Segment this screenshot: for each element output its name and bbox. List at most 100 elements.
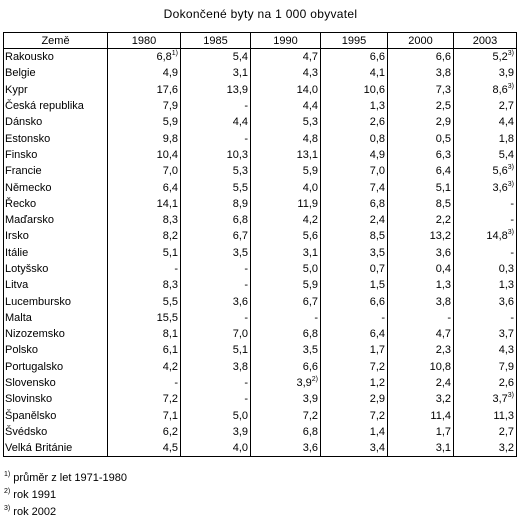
cell: 8,3 — [107, 277, 181, 294]
cell: 5,63) — [453, 163, 517, 180]
footnote: 1) průměr z let 1971-1980 — [4, 470, 127, 487]
cell: 4,8 — [250, 130, 321, 147]
cell: 3,6 — [180, 293, 251, 310]
cell: - — [180, 97, 251, 115]
cell: 14,0 — [250, 81, 321, 98]
cell: 6,4 — [320, 326, 388, 343]
cell: - — [320, 309, 388, 327]
cell: 4,4 — [250, 97, 321, 115]
table-row: Rakousko 6,81) 5,4 4,7 6,6 6,6 5,23) — [3, 48, 517, 66]
header-cell: 2003 — [453, 32, 517, 49]
cell: 5,1 — [180, 342, 251, 359]
cell: 2,7 — [453, 423, 517, 441]
cell: 6,6 — [320, 293, 388, 310]
cell: - — [180, 309, 251, 327]
cell: 0,8 — [320, 130, 388, 147]
table-row: Malta 15,5- - - - - — [3, 309, 517, 327]
cell: 6,8 — [180, 211, 251, 229]
table-row: Česká republika 7,9-4,4 1,3 2,5 2,7 — [3, 97, 517, 115]
row-label: Irsko — [3, 228, 108, 245]
row-label: Kypr — [3, 81, 108, 98]
table-row: Lotyšsko - -5,0 0,7 0,4 0,3 — [3, 260, 517, 278]
cell: 4,2 — [107, 358, 181, 375]
cell: - — [387, 309, 454, 327]
cell: - — [453, 244, 517, 261]
cell: 4,4 — [453, 114, 517, 131]
table-row: Kypr 17,6 13,9 14,0 10,6 7,3 8,63) — [3, 81, 517, 98]
cell-value: 5,6 — [492, 165, 508, 178]
cell: 5,6 — [250, 228, 321, 245]
table-row: Itálie 5,1 3,5 3,1 3,5 3,6- — [3, 244, 517, 261]
cell: 8,5 — [387, 195, 454, 212]
table-row: Portugalsko 4,2 3,8 6,6 7,2 10,8 7,9 — [3, 358, 517, 375]
cell: 5,5 — [107, 293, 181, 310]
cell: 7,0 — [107, 163, 181, 180]
footnote: 3) rok 2002 — [4, 504, 127, 521]
row-label: Litva — [3, 277, 108, 294]
footnote-text: průměr z let 1971-1980 — [13, 472, 128, 484]
cell: 0,5 — [387, 130, 454, 147]
cell: 7,3 — [387, 81, 454, 98]
cell: 5,9 — [107, 114, 181, 131]
cell: 5,9 — [250, 277, 321, 294]
cell: 2,2 — [387, 211, 454, 229]
cell: - — [180, 391, 251, 408]
cell: 6,6 — [250, 358, 321, 375]
header-cell: 2000 — [387, 32, 454, 49]
cell: - — [453, 195, 517, 212]
footnote-ref: 2) — [311, 376, 318, 384]
cell: - — [107, 374, 181, 392]
cell: 7,4 — [320, 179, 388, 196]
cell: 6,3 — [387, 146, 454, 164]
table-row: Finsko 10,4 10,3 13,1 4,9 6,3 5,4 — [3, 146, 517, 164]
cell: 8,9 — [180, 195, 251, 212]
cell: 13,2 — [387, 228, 454, 245]
cell: 5,1 — [387, 179, 454, 196]
cell-value: 5,2 — [492, 51, 508, 64]
cell: 4,9 — [320, 146, 388, 164]
cell: 3,6 — [453, 293, 517, 310]
cell: 3,2 — [453, 440, 517, 457]
table-row: Slovensko - -3,92) 1,2 2,4 2,6 — [3, 374, 517, 392]
row-label: Maďarsko — [3, 211, 108, 229]
cell: 5,4 — [453, 146, 517, 164]
header-cell: 1985 — [180, 32, 251, 49]
cell: 3,63) — [453, 179, 517, 196]
cell: - — [180, 130, 251, 147]
cell: 1,5 — [320, 277, 388, 294]
cell: 5,1 — [107, 244, 181, 261]
cell: 4,3 — [453, 342, 517, 359]
cell: 7,9 — [107, 97, 181, 115]
cell: 4,3 — [250, 65, 321, 82]
cell: 3,9 — [250, 391, 321, 408]
cell: 3,1 — [387, 440, 454, 457]
footnote-mark: 2) — [4, 488, 11, 495]
table-row: Řecko 14,1 8,9 11,9 6,8 8,5- — [3, 195, 517, 212]
cell: 2,6 — [453, 374, 517, 392]
footnote-mark: 1) — [4, 471, 11, 478]
cell: 7,1 — [107, 407, 181, 424]
cell: 9,8 — [107, 130, 181, 147]
cell: 2,6 — [320, 114, 388, 131]
cell: 1,7 — [387, 423, 454, 441]
footnote-ref: 3) — [507, 392, 514, 400]
cell: 3,2 — [387, 391, 454, 408]
cell-value: 8,6 — [492, 83, 508, 96]
cell: 6,4 — [387, 163, 454, 180]
cell: 6,1 — [107, 342, 181, 359]
cell: 2,4 — [320, 211, 388, 229]
cell: 6,7 — [250, 293, 321, 310]
cell: 5,0 — [250, 260, 321, 278]
header-cell: 1980 — [107, 32, 181, 49]
cell: 8,5 — [320, 228, 388, 245]
row-label: Dánsko — [3, 114, 108, 131]
cell: 4,7 — [387, 326, 454, 343]
row-label: Belgie — [3, 65, 108, 82]
footnote-text: rok 2002 — [13, 506, 57, 518]
footnote-ref: 3) — [507, 180, 514, 188]
row-label: Slovinsko — [3, 391, 108, 408]
cell: 15,5 — [107, 309, 181, 327]
cell: 5,23) — [453, 48, 517, 66]
row-label: Rakousko — [3, 48, 108, 66]
cell: 1,3 — [387, 277, 454, 294]
